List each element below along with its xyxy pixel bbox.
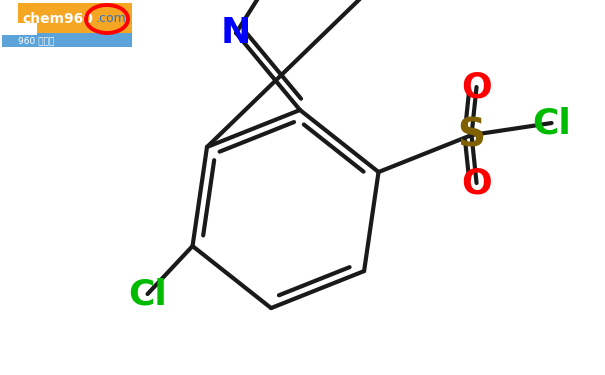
Text: O: O (461, 70, 492, 104)
Text: Cl: Cl (532, 106, 571, 140)
Text: .com: .com (96, 12, 127, 26)
FancyBboxPatch shape (2, 23, 37, 35)
Text: N: N (221, 16, 251, 50)
FancyBboxPatch shape (2, 3, 18, 35)
Text: S: S (457, 116, 486, 154)
Text: chem960: chem960 (22, 12, 93, 26)
Text: O: O (461, 166, 492, 200)
Text: 960 化工网: 960 化工网 (18, 36, 54, 45)
Text: Cl: Cl (128, 277, 167, 311)
FancyBboxPatch shape (2, 3, 132, 35)
FancyBboxPatch shape (2, 33, 132, 47)
